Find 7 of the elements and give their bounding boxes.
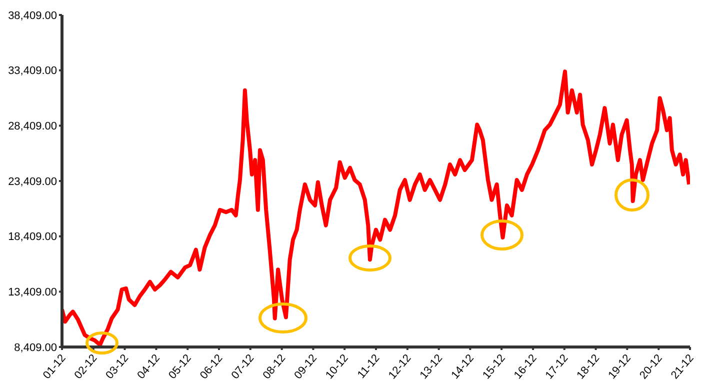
y-tick-label: 13,409.00 — [8, 286, 57, 299]
y-tick-label: 23,409.00 — [8, 176, 57, 188]
y-tick-label: 28,409.00 — [8, 120, 57, 133]
y-tick-label: 18,409.00 — [8, 231, 57, 244]
y-tick-label: 33,409.00 — [8, 65, 57, 78]
y-tick-label: 38,409.00 — [8, 10, 57, 22]
y-tick-label: 8,409.00 — [14, 342, 57, 354]
